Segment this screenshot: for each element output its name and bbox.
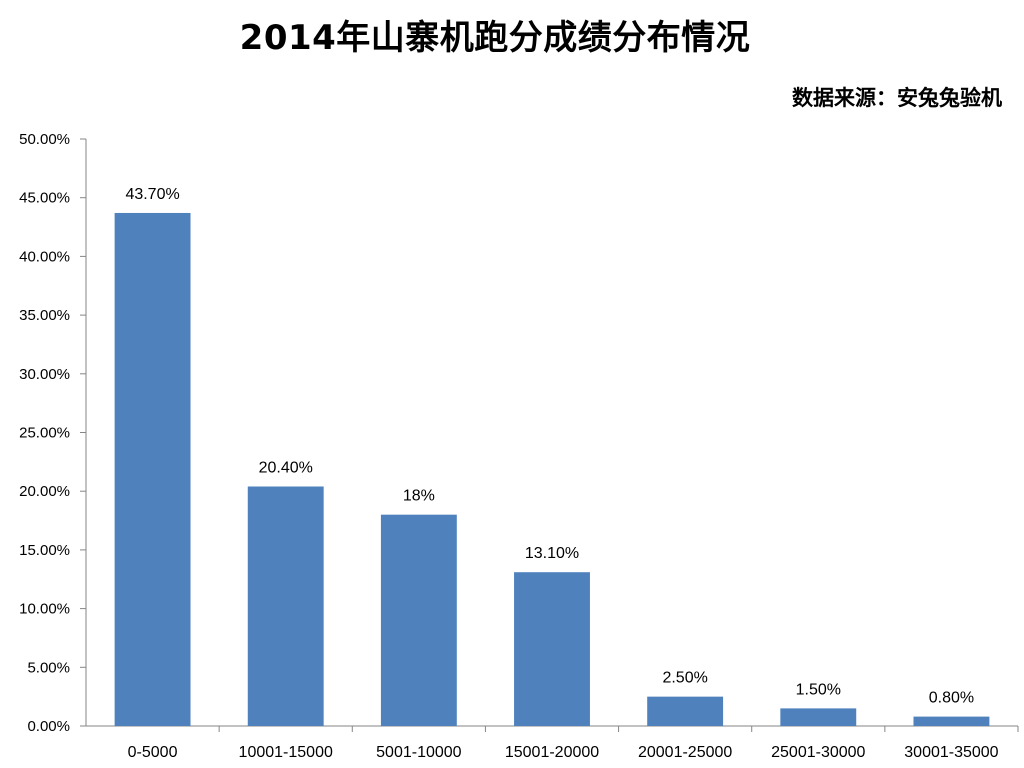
y-tick-label: 0.00% — [27, 718, 70, 735]
data-label: 18% — [403, 488, 435, 505]
y-tick-label: 20.00% — [19, 483, 70, 500]
y-tick-label: 50.00% — [19, 131, 70, 148]
y-tick-label: 25.00% — [19, 425, 70, 442]
y-tick-label: 10.00% — [19, 601, 70, 618]
x-tick-label: 15001-20000 — [505, 744, 599, 761]
y-tick-label: 15.00% — [19, 542, 70, 559]
bar-20001-25000 — [647, 696, 724, 726]
x-tick-label: 10001-15000 — [239, 744, 333, 761]
data-label: 43.70% — [125, 186, 179, 203]
y-tick-label: 35.00% — [19, 307, 70, 324]
x-tick-label: 5001-10000 — [376, 744, 462, 761]
bar-0-5000 — [114, 212, 191, 726]
data-label: 2.50% — [662, 670, 707, 687]
x-tick-label: 20001-25000 — [638, 744, 732, 761]
bar-5001-10000 — [380, 514, 457, 726]
source-note: 数据来源：安兔兔验机 — [792, 86, 1002, 110]
data-label: 20.40% — [259, 460, 313, 477]
chart-title: 2014年山寨机跑分成绩分布情况 — [239, 18, 751, 58]
x-tick-label: 25001-30000 — [771, 744, 865, 761]
y-tick-label: 30.00% — [19, 366, 70, 383]
y-axis: 0.00% 5.00% 10.00% 15.00% 20.00% 25.00% 30.00%… — [19, 131, 87, 735]
y-tick-label: 5.00% — [27, 659, 70, 676]
data-label: 1.50% — [796, 681, 841, 698]
y-tick-label: 40.00% — [19, 248, 70, 265]
data-label: 13.10% — [525, 545, 579, 562]
data-labels: 43.70% 20.40% 18% 13.10% 2.50% 1.50% 0.80% — [125, 186, 974, 707]
bar-25001-30000 — [780, 708, 857, 726]
x-tick-label: 0-5000 — [128, 744, 178, 761]
x-tick-label: 30001-35000 — [904, 744, 998, 761]
data-label: 0.80% — [929, 690, 974, 707]
bar-series — [114, 212, 990, 726]
y-tick-label: 45.00% — [19, 190, 70, 207]
bar-30001-35000 — [913, 716, 990, 726]
bar-15001-20000 — [514, 572, 590, 726]
bar-10001-15000 — [247, 486, 324, 726]
x-axis: 0-5000 10001-15000 5001-10000 15001-20000 20… — [86, 725, 1019, 761]
